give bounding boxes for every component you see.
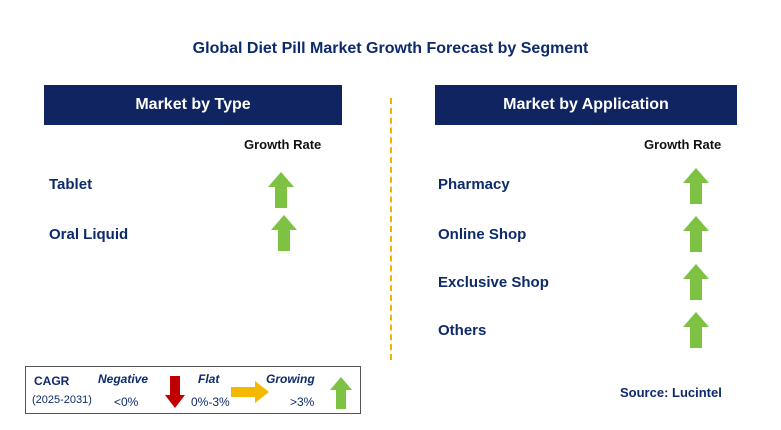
source-label: Source: Lucintel bbox=[620, 385, 722, 400]
legend-negative-range: <0% bbox=[114, 395, 139, 409]
legend-flat-range: 0%-3% bbox=[191, 395, 230, 409]
flat-arrow-icon bbox=[231, 381, 269, 403]
legend-growing-label: Growing bbox=[266, 372, 315, 386]
application-row-exclusive-shop-label: Exclusive Shop bbox=[438, 274, 549, 291]
type-row-oral-liquid-label: Oral Liquid bbox=[49, 226, 129, 243]
market-by-application-header: Market by Application bbox=[435, 85, 737, 125]
panel-divider bbox=[390, 98, 392, 360]
growing-arrow-icon bbox=[683, 312, 709, 348]
legend-flat-label: Flat bbox=[198, 372, 220, 386]
application-growth-rate-label: Growth Rate bbox=[644, 137, 722, 152]
growing-arrow-icon bbox=[683, 264, 709, 300]
legend-growing-range: >3% bbox=[290, 395, 315, 409]
legend-period: (2025-2031) bbox=[32, 394, 92, 406]
growing-arrow-icon bbox=[683, 216, 709, 252]
legend-negative-label: Negative bbox=[98, 372, 149, 386]
type-row-tablet-label: Tablet bbox=[49, 176, 93, 193]
growing-arrow-icon bbox=[330, 377, 352, 409]
application-row-others-label: Others bbox=[438, 322, 487, 339]
market-by-type-header: Market by Type bbox=[44, 85, 342, 125]
application-row-online-shop-label: Online Shop bbox=[438, 226, 527, 243]
negative-arrow-icon bbox=[165, 376, 185, 408]
application-row-pharmacy-label: Pharmacy bbox=[438, 176, 510, 193]
cagr-legend: CAGR (2025-2031) Negative <0% Flat 0%-3%… bbox=[25, 366, 361, 414]
growing-arrow-icon bbox=[683, 168, 709, 204]
legend-cagr-label: CAGR bbox=[34, 374, 70, 388]
type-growth-rate-label: Growth Rate bbox=[244, 137, 322, 152]
growing-arrow-icon bbox=[268, 172, 294, 208]
growing-arrow-icon bbox=[271, 215, 297, 251]
page-title: Global Diet Pill Market Growth Forecast … bbox=[192, 40, 589, 57]
